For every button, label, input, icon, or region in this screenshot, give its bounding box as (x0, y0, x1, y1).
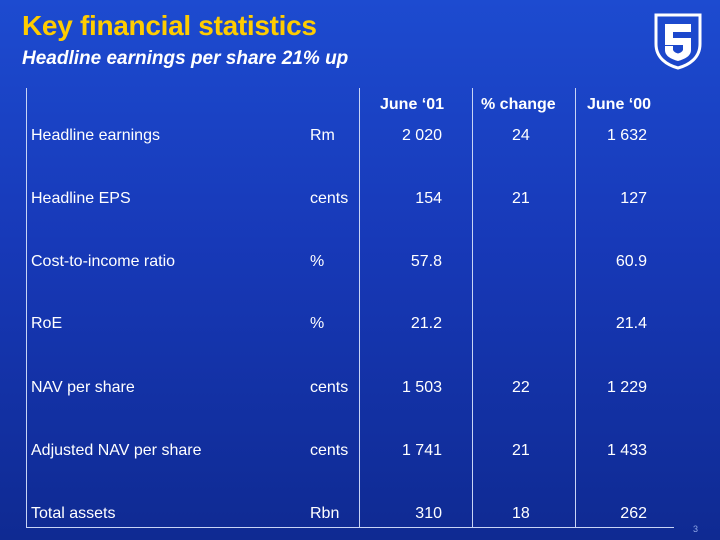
row-value-june-01: 21.2 (410, 315, 442, 332)
row-value-change: 21 (512, 190, 530, 207)
table-left-border (26, 88, 27, 528)
table-bottom-border (26, 527, 674, 528)
row-label: RoE (31, 315, 63, 332)
row-label: Headline earnings (31, 127, 160, 144)
row-value-june-01: 154 (415, 190, 442, 207)
row-unit: % (310, 315, 325, 332)
row-value-change: 18 (512, 505, 530, 522)
row-value-june-00: 1 229 (606, 379, 647, 396)
row-value-june-00: 1 632 (606, 127, 647, 144)
column-divider-1 (359, 88, 360, 528)
row-value-change: 21 (512, 442, 530, 459)
row-unit: cents (310, 379, 349, 396)
column-header-june-00: June ‘00 (587, 96, 652, 113)
row-value-june-00: 21.4 (615, 315, 647, 332)
column-header-june-01: June ‘01 (380, 96, 445, 113)
row-label: NAV per share (31, 379, 135, 396)
row-value-june-01: 2 020 (401, 127, 442, 144)
row-value-june-00: 127 (620, 190, 647, 207)
row-unit: cents (310, 190, 349, 207)
row-value-june-01: 1 503 (401, 379, 442, 396)
column-header-change: % change (481, 96, 556, 113)
row-unit: % (310, 253, 325, 270)
row-unit: cents (310, 442, 349, 459)
row-unit: Rm (310, 127, 335, 144)
row-label: Adjusted NAV per share (31, 442, 202, 459)
row-value-june-00: 262 (620, 505, 647, 522)
row-label: Headline EPS (31, 190, 131, 207)
row-value-june-01: 57.8 (410, 253, 442, 270)
slide-title: Key financial statistics (22, 10, 317, 41)
row-unit: Rbn (310, 505, 340, 522)
row-value-june-01: 1 741 (401, 442, 442, 459)
row-value-june-00: 1 433 (606, 442, 647, 459)
row-value-change: 22 (512, 379, 530, 396)
row-label: Total assets (31, 505, 116, 522)
row-label: Cost-to-income ratio (31, 253, 176, 270)
bank-shield-logo-icon (654, 13, 702, 70)
column-divider-2 (472, 88, 473, 528)
page-number: 3 (692, 524, 698, 534)
column-divider-3 (575, 88, 576, 528)
row-value-june-01: 310 (415, 505, 442, 522)
slide-subtitle: Headline earnings per share 21% up (22, 48, 349, 69)
row-value-june-00: 60.9 (615, 253, 647, 270)
row-value-change: 24 (512, 127, 530, 144)
